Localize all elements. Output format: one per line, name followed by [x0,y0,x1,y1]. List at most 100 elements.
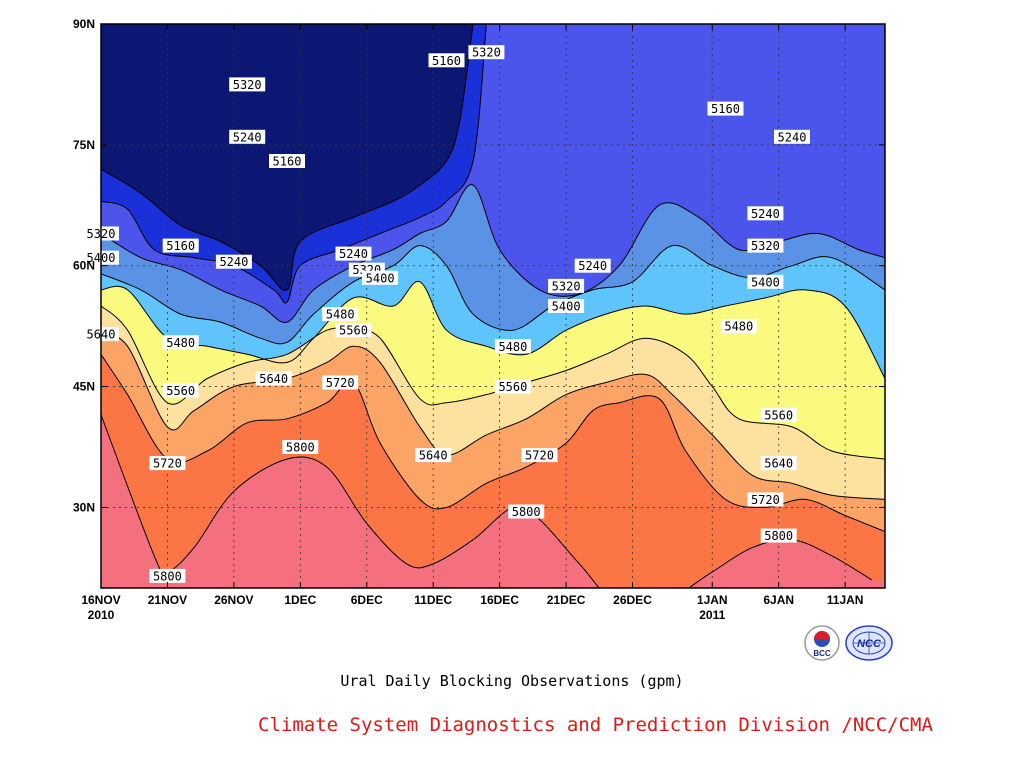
contour-label-text: 5240 [219,255,248,269]
contour-label: 5640 [415,448,452,463]
contour-label: 5320 [548,278,585,293]
contour-label-text: 5400 [366,271,395,285]
contour-label-bg [149,456,186,471]
contour-label-bg [548,278,585,293]
y-tick-label: 30N [73,500,95,514]
credit-line: Climate System Diagnostics and Predictio… [258,714,933,736]
contour-label-text: 5240 [578,259,607,273]
contour-label: 5160 [707,101,744,116]
contour-label: 5800 [149,568,186,583]
contour-label-bg [162,383,199,398]
contour-label-bg [521,448,558,463]
contour-label: 5400 [548,299,585,314]
contour-label-text: 5480 [724,320,753,334]
ncc-logo: NCC [845,625,893,661]
contour-label-text: 5160 [166,239,195,253]
y-axis: 30N 45N 60N 75N 90N [73,17,885,514]
contour-label-bg [468,45,505,60]
contour-label-bg [335,246,372,261]
y-tick-label: 90N [73,17,95,31]
contour-label-bg [322,307,359,322]
contour-label-bg [215,254,252,269]
contour-label-text: 5800 [764,529,793,543]
contour-fills [101,24,885,588]
contour-label-text: 5560 [166,384,195,398]
contour-label-text: 5640 [259,372,288,386]
contour-label-bg [162,238,199,253]
contour-label: 5640 [255,371,292,386]
contour-label-bg [707,101,744,116]
contour-label-text: 5640 [764,457,793,471]
contour-label-bg [747,238,784,253]
contour-label-text: 5800 [512,505,541,519]
contour-label: 5240 [747,206,784,221]
x-tick-label: 6JAN [763,593,794,607]
contour-label-bg [760,407,797,422]
contour-label: 5560 [760,407,797,422]
contour-chart: 5320 5400 5640 5160 5480 5560 5720 5800 5320 5240… [73,17,886,622]
contour-label-text: 5800 [153,569,182,583]
contour-label-text: 5560 [764,408,793,422]
contour-label-bg [747,206,784,221]
contour-label: 5800 [508,504,545,519]
contour-label: 5800 [760,528,797,543]
y-tick-label: 60N [73,259,95,273]
contour-label: 5320 [229,77,266,92]
band-above-5800 [101,414,885,588]
contour-label-text: 5720 [326,376,355,390]
contour-label-text: 5320 [233,78,262,92]
contour-label-bg [322,375,359,390]
contour-label: 5720 [149,456,186,471]
x-tick-label: 16DEC [480,593,519,607]
contour-label: 5240 [229,129,266,144]
contour-label-text: 5480 [166,336,195,350]
contour-label-text: 5480 [498,340,527,354]
contour-label-bg [415,448,452,463]
contour-label-bg [335,323,372,338]
contour-label: 5240 [574,258,611,273]
contour-label-bg [574,258,611,273]
contour-line-5240 [101,24,487,304]
y-tick-label: 75N [73,138,95,152]
x-tick-label: 1DEC [284,593,316,607]
contour-label-bg [494,379,531,394]
contour-label: 5560 [335,323,372,338]
contour-label: 5720 [521,448,558,463]
plot-frame [100,23,886,589]
contour-label-text: 5400 [751,275,780,289]
contour-line-5560 [101,305,885,460]
contour-label-bg [747,492,784,507]
contour-label: 5160 [162,238,199,253]
contour-label: 5480 [162,335,199,350]
contour-label: 5480 [322,307,359,322]
contour-label-text: 5720 [153,457,182,471]
y-tick-label: 45N [73,380,95,394]
contour-label-text: 5240 [778,130,807,144]
x-tick-label: 16NOV [81,593,120,607]
contour-label-text: 5560 [339,324,368,338]
contour-label: 5160 [428,53,465,68]
contour-label: 5560 [162,383,199,398]
contour-label-text: 5320 [552,279,581,293]
contour-label-bg [229,77,266,92]
contour-label: 5240 [774,129,810,144]
contour-label-text: 5240 [339,247,368,261]
contour-label-text: 5400 [552,300,581,314]
contour-label: 5240 [215,254,252,269]
contour-label-text: 5480 [326,308,355,322]
contour-label: 5240 [335,246,372,261]
contour-label-text: 5720 [751,493,780,507]
contour-line-5400 [101,244,885,345]
contour-label: 5720 [322,375,359,390]
contour-line-5640 [101,333,885,500]
contour-label-bg [362,270,399,285]
contour-label-bg [269,154,305,168]
contour-label-bg [774,129,810,144]
contour-label-text: 5560 [498,380,527,394]
contour-label-bg [747,274,784,289]
x-tick-label: 11DEC [414,593,452,607]
contour-label-bg [428,53,465,68]
contour-line-5720 [101,354,885,533]
contour-line-5480 [101,281,885,379]
